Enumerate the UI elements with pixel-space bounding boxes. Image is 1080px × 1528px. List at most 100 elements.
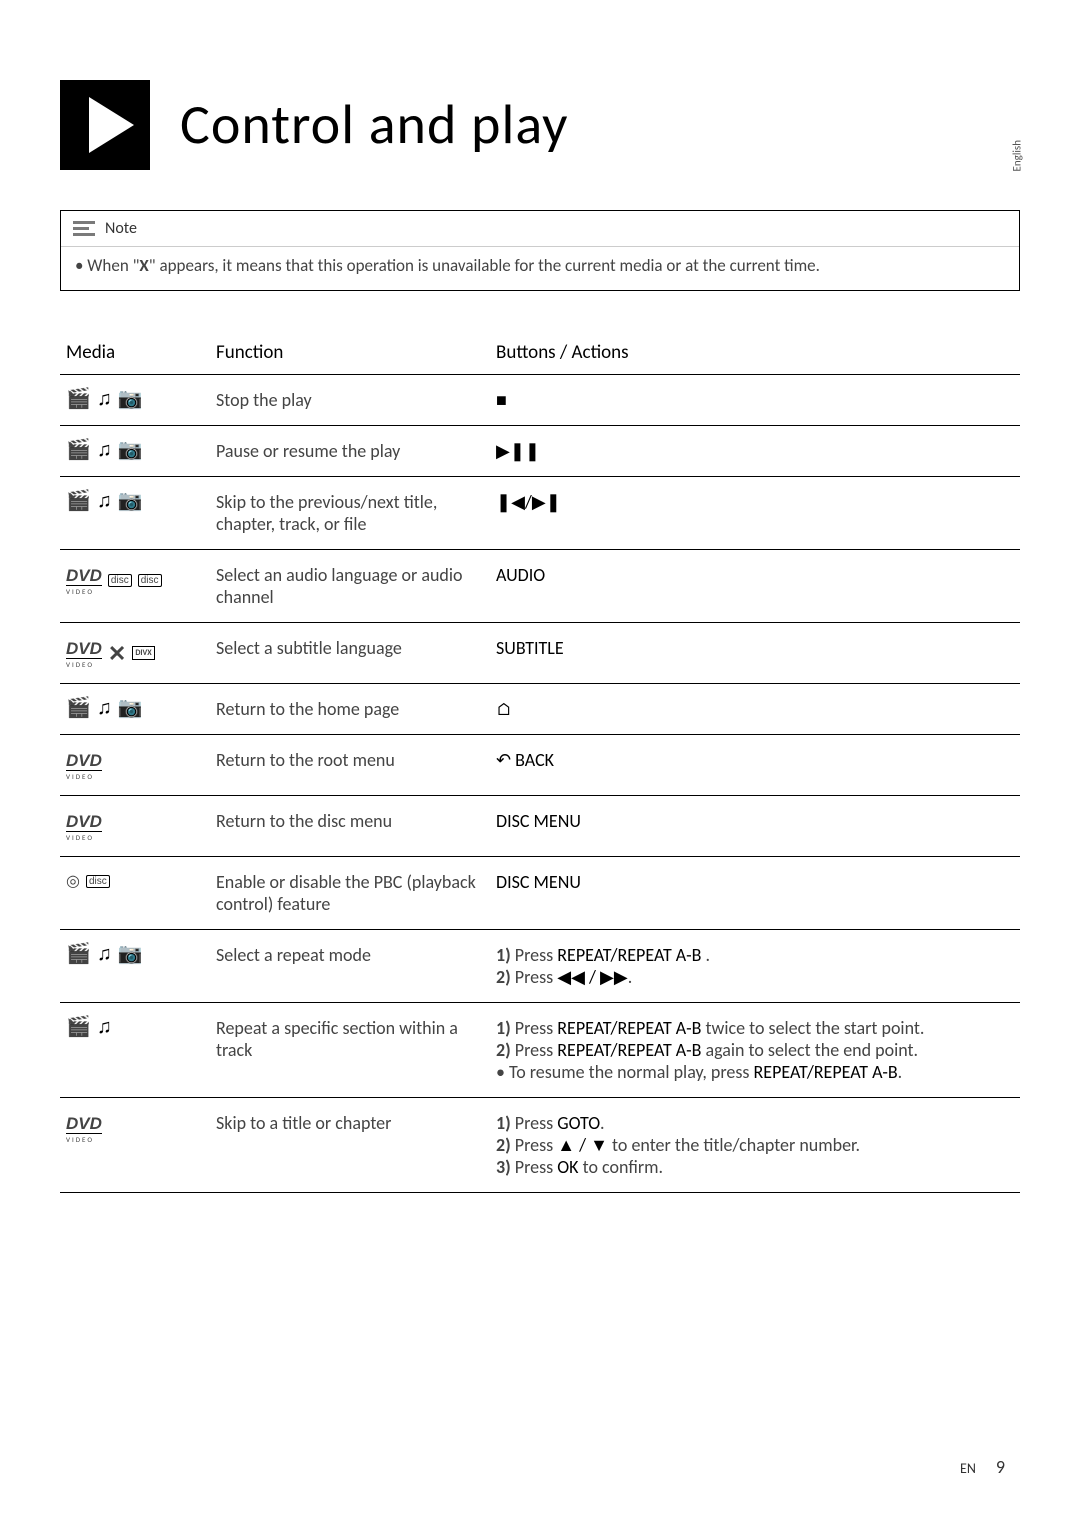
function-cell: Return to the root menu — [210, 735, 490, 796]
disc-icon: disc — [108, 574, 132, 587]
table-row: ◎ discEnable or disable the PBC (playbac… — [60, 857, 1020, 930]
media-cell: DVDVIDEO — [60, 735, 210, 796]
function-cell: Pause or resume the play — [210, 426, 490, 477]
media-cell: 🎬♫📷 — [60, 930, 210, 1003]
step-num: 1) — [496, 1112, 511, 1134]
dvd-icon: DVDVIDEO — [66, 1112, 102, 1144]
divx-x-icon: ✕ — [108, 640, 126, 667]
function-cell: Return to the disc menu — [210, 796, 490, 857]
disc-icon: disc — [138, 574, 162, 587]
step-num: 2) — [496, 1039, 511, 1061]
action-pre: Press — [511, 1156, 558, 1178]
function-cell: Skip to the previous/next title, chapter… — [210, 477, 490, 550]
action-pre: Press — [511, 1017, 558, 1039]
function-cell: Select a repeat mode — [210, 930, 490, 1003]
action-cell: 1) Press GOTO.2) Press ▲ / ▼ to enter th… — [490, 1098, 1020, 1193]
page-title: Control and play — [180, 91, 568, 159]
footer-lang: EN — [960, 1460, 976, 1477]
table-row: DVDVIDEO ✕DIVXSelect a subtitle language… — [60, 623, 1020, 684]
action-text: DISC MENU — [496, 871, 581, 893]
media-cell: DVDVIDEO disc disc — [60, 550, 210, 623]
video-icon: 🎬 — [66, 944, 91, 964]
action-cell: DISC MENU — [490, 857, 1020, 930]
function-cell: Select a subtitle language — [210, 623, 490, 684]
step-num: 3) — [496, 1156, 511, 1178]
action-bold: REPEAT/REPEAT A-B — [557, 1017, 701, 1039]
function-cell: Skip to a title or chapter — [210, 1098, 490, 1193]
action-icon: ▶❚❚ — [496, 440, 540, 462]
table-row: 🎬♫📷Return to the home page⌂ — [60, 684, 1020, 735]
col-media: Media — [60, 331, 210, 375]
action-icon: ↶ — [496, 749, 511, 771]
action-pre: Press — [511, 944, 558, 966]
audio-icon: ♫ — [97, 1017, 112, 1037]
video-icon: 🎬 — [66, 389, 91, 409]
bullet: • — [496, 1061, 505, 1083]
action-cell: ❚◀/▶❚ — [490, 477, 1020, 550]
media-cell: DVDVIDEO — [60, 796, 210, 857]
table-row: DVDVIDEO Return to the disc menu DISC MENU — [60, 796, 1020, 857]
divx-icon: DIVX — [132, 646, 154, 660]
photo-icon: 📷 — [118, 944, 143, 964]
footer-page-num: 9 — [996, 1456, 1005, 1478]
table-row: 🎬♫📷Pause or resume the play▶❚❚ — [60, 426, 1020, 477]
action-line: 1) Press GOTO. — [496, 1112, 1014, 1134]
action-line: 1) Press REPEAT/REPEAT A-B . — [496, 944, 1014, 966]
dvd-icon: DVDVIDEO — [66, 810, 102, 842]
step-num: 1) — [496, 1017, 511, 1039]
function-cell: Select an audio language or audio channe… — [210, 550, 490, 623]
footer: EN 9 — [960, 1456, 1005, 1478]
note-header: Note — [61, 211, 1019, 246]
dvd-icon: DVDVIDEO — [66, 564, 102, 596]
note-x-symbol: X — [139, 255, 148, 276]
action-cell: 1) Press REPEAT/REPEAT A-B .2) Press ◀◀ … — [490, 930, 1020, 1003]
col-buttons: Buttons / Actions — [490, 331, 1020, 375]
action-bold: REPEAT/REPEAT A-B — [557, 1039, 701, 1061]
note-box: Note • When "X" appears, it means that t… — [60, 210, 1020, 291]
media-cell: DVDVIDEO ✕DIVX — [60, 623, 210, 684]
action-cell: 1) Press REPEAT/REPEAT A-B twice to sele… — [490, 1003, 1020, 1098]
action-pre: Press — [511, 1134, 558, 1156]
action-post: to confirm. — [579, 1156, 664, 1178]
action-line: 2) Press ◀◀ / ▶▶. — [496, 966, 1014, 988]
audio-icon: ♫ — [97, 491, 112, 511]
media-cell: 🎬♫ — [60, 1003, 210, 1098]
media-cell: 🎬 ♫ 📷 — [60, 477, 210, 550]
action-bold: REPEAT/REPEAT A-B — [557, 944, 701, 966]
video-icon: 🎬 — [66, 440, 91, 460]
action-text: SUBTITLE — [496, 637, 564, 659]
action-post: . — [701, 944, 710, 966]
col-function: Function — [210, 331, 490, 375]
table-row: 🎬♫📷Stop the play■ — [60, 375, 1020, 426]
controls-table: Media Function Buttons / Actions 🎬♫📷Stop… — [60, 331, 1020, 1193]
table-row: 🎬♫📷Select a repeat mode1) Press REPEAT/R… — [60, 930, 1020, 1003]
action-cell: ⌂ — [490, 684, 1020, 735]
action-text: DISC MENU — [496, 810, 581, 832]
audio-icon: ♫ — [97, 698, 112, 718]
media-cell: 🎬♫📷 — [60, 684, 210, 735]
action-text: AUDIO — [496, 564, 545, 586]
action-cell: ■ — [490, 375, 1020, 426]
action-pre: To resume the normal play, press — [505, 1061, 754, 1083]
step-num: 2) — [496, 1134, 511, 1156]
video-icon: 🎬 — [66, 491, 91, 511]
action-bold: ◀◀ / ▶▶ — [557, 966, 627, 988]
photo-icon: 📷 — [118, 491, 143, 511]
action-cell: ▶❚❚ — [490, 426, 1020, 477]
action-cell: AUDIO — [490, 550, 1020, 623]
play-triangle-icon — [89, 97, 134, 153]
table-row: DVDVIDEOReturn to the root menu↶ BACK — [60, 735, 1020, 796]
page-header: Control and play — [60, 80, 1020, 170]
video-icon: 🎬 — [66, 1017, 91, 1037]
photo-icon: 📷 — [118, 698, 143, 718]
vcd-icon: ◎ — [66, 871, 80, 891]
audio-icon: ♫ — [97, 440, 112, 460]
table-row: 🎬 ♫ 📷 Skip to the previous/next title, chap… — [60, 477, 1020, 550]
note-prefix: • When " — [75, 255, 139, 276]
table-row: 🎬♫Repeat a specific section within a tra… — [60, 1003, 1020, 1098]
table-row: DVDVIDEOSkip to a title or chapter1) Pre… — [60, 1098, 1020, 1193]
action-icon: ❚◀/▶❚ — [496, 491, 561, 513]
play-icon — [60, 80, 150, 170]
action-icon: ⌂ — [496, 698, 512, 720]
function-cell: Stop the play — [210, 375, 490, 426]
